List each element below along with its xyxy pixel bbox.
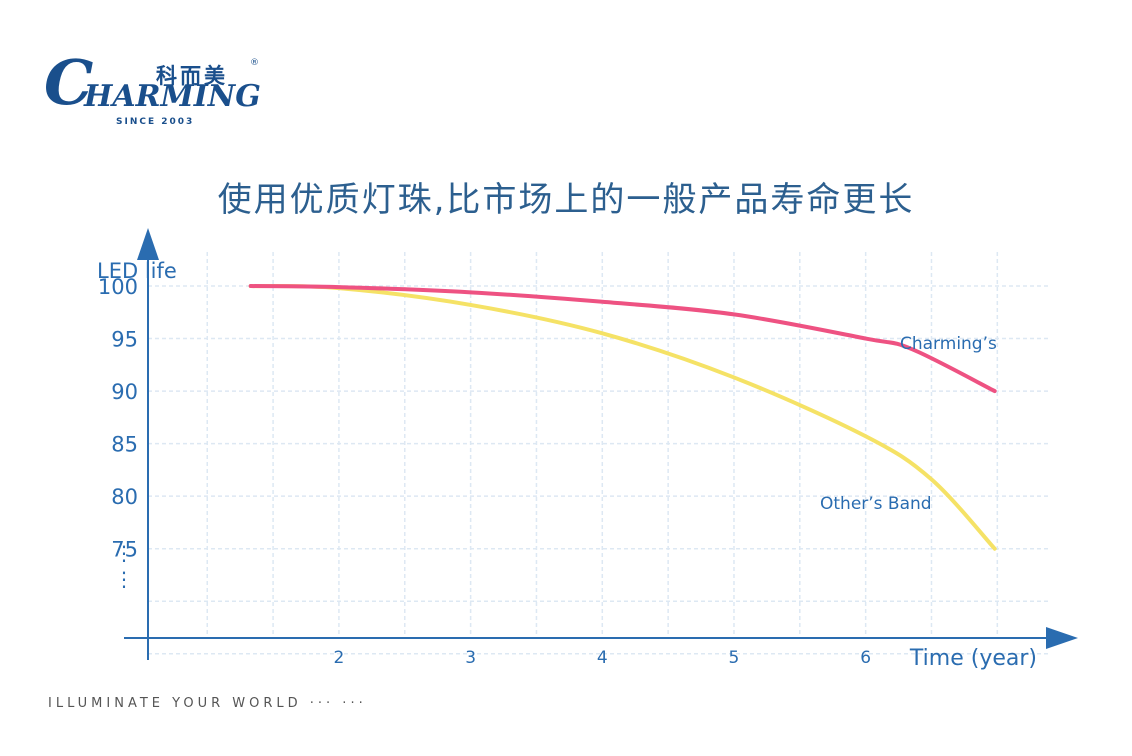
y-ellipsis: ⋮ [114, 567, 134, 591]
x-tick-label: 6 [860, 648, 871, 668]
x-axis-label: Time (year) [909, 646, 1037, 671]
registered-mark: ® [250, 58, 259, 68]
series-label-charming: Charming’s [900, 334, 997, 354]
logo-chinese-name: 科而美 [156, 64, 228, 88]
y-tick-label: 95 [111, 328, 138, 352]
y-tick-label: 80 [111, 485, 138, 509]
series-label-others: Other’s Band [820, 494, 932, 514]
series-line-charming [248, 284, 997, 394]
logo-wordmark: HARMING [84, 79, 261, 114]
logo-since: SINCE 2003 [116, 117, 195, 127]
logo-initial: C [44, 46, 94, 119]
x-tick-label: 4 [597, 648, 608, 668]
x-tick-label: 3 [465, 648, 476, 668]
y-axis-arrow [137, 228, 159, 260]
page-headline: 使用优质灯珠,比市场上的一般产品寿命更长 [217, 180, 915, 220]
x-axis-arrow [1046, 627, 1078, 649]
y-ellipsis: ⋮ [114, 541, 134, 565]
brand-logo: C 科而美 ® HARMING SINCE 2003 [44, 52, 274, 130]
y-tick-label: 100 [98, 275, 138, 299]
y-tick-label: 75 [111, 538, 138, 562]
series-line-others [248, 284, 997, 551]
y-axis-label: LED life [97, 259, 177, 283]
x-tick-label: 2 [334, 648, 345, 668]
y-tick-label: 90 [111, 380, 138, 404]
footer-tagline: ILLUMINATE YOUR WORLD ··· ··· [48, 696, 367, 711]
x-tick-label: 5 [729, 648, 740, 668]
y-tick-label: 85 [111, 433, 138, 457]
